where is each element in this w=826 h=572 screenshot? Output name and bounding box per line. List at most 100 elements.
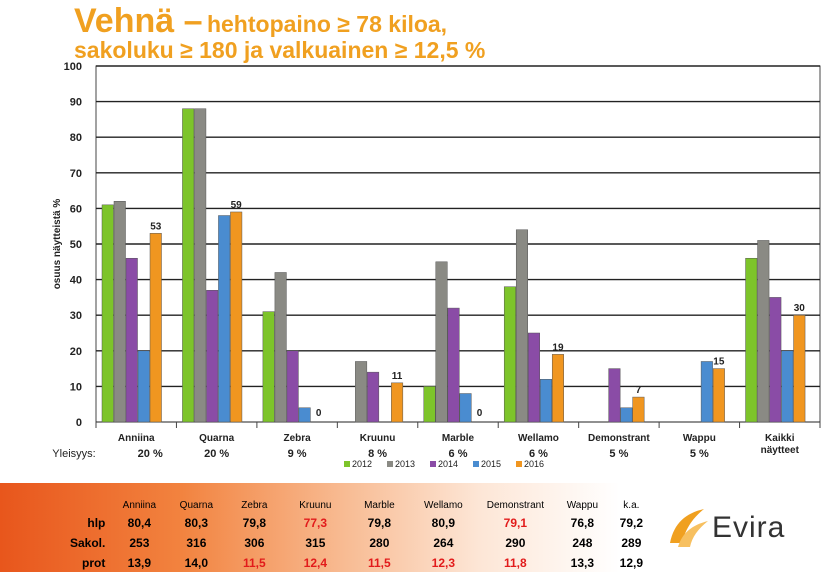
- x-tick-label: Wappu: [683, 433, 716, 444]
- table-row: prot 13,9 14,0 11,5 12,4 11,5 12,3 11,8 13,3 12,9: [70, 553, 653, 572]
- table-cell: 13,3: [570, 556, 595, 570]
- legend-swatch-2013: [387, 461, 393, 467]
- column-header: Marble: [364, 499, 395, 511]
- bar-2015: [459, 393, 472, 423]
- y-tick-label: 20: [70, 346, 82, 358]
- x-tick-label: Wellamo: [518, 433, 559, 444]
- share-value: 20 %: [204, 448, 229, 460]
- x-tick-label: Anniina: [118, 433, 155, 444]
- logo-text: Evira: [712, 511, 786, 544]
- legend-label: 2014: [438, 459, 458, 469]
- legend-swatch-2012: [344, 461, 350, 467]
- bar-2014: [206, 290, 219, 423]
- table-cell: 80,3: [184, 516, 209, 530]
- bar-2014: [447, 307, 460, 423]
- table-cell: 12,4: [303, 556, 328, 570]
- data-label: 53: [150, 221, 162, 232]
- table-cell: 80,9: [431, 516, 456, 530]
- bar-2013: [435, 261, 448, 423]
- share-value: 8 %: [368, 448, 387, 460]
- bar-2014: [608, 368, 621, 423]
- table-cell: 11,8: [504, 556, 527, 570]
- bar-2015: [218, 215, 231, 423]
- legend-swatch-2014: [430, 461, 436, 467]
- table-header-row: Anniina Quarna Zebra Kruunu Marble Wellamo Dem…: [70, 497, 653, 513]
- bar-2015: [298, 407, 311, 423]
- table-cell: 290: [505, 536, 526, 550]
- y-axis-label: osuus näytteistä %: [52, 199, 63, 290]
- bar-2012: [182, 108, 195, 423]
- y-tick-label: 10: [70, 381, 82, 393]
- table-cell: 79,2: [619, 516, 644, 530]
- table-row: hlp 80,4 80,3 79,8 77,3 79,8 80,9 79,1 76,8 79,2: [70, 513, 653, 533]
- share-value: 9 %: [288, 448, 307, 460]
- bar-2012: [423, 386, 436, 423]
- bar-2013: [274, 272, 287, 423]
- table-cell: 77,3: [303, 516, 328, 530]
- data-label: 0: [316, 408, 322, 419]
- bar-2013: [113, 201, 126, 423]
- evira-logo: Evira: [664, 503, 824, 563]
- bar-2013: [194, 108, 207, 423]
- data-label: 11: [392, 371, 403, 382]
- x-tick-label: näytteet: [761, 445, 800, 456]
- table-cell: 80,4: [127, 516, 152, 530]
- table-cell: 79,8: [367, 516, 392, 530]
- bar-2016: [793, 314, 806, 423]
- bar-2014: [286, 350, 299, 423]
- y-tick-label: 70: [70, 168, 82, 180]
- legend-label: 2015: [481, 459, 501, 469]
- bar-2015: [620, 407, 633, 423]
- table-cell: 315: [305, 536, 326, 550]
- x-tick-label: Marble: [442, 433, 475, 444]
- bar-2015: [539, 379, 552, 423]
- table-cell: 76,8: [570, 516, 595, 530]
- legend-label: 2013: [395, 459, 415, 469]
- bar-2015: [137, 350, 150, 423]
- table-cell: 306: [244, 536, 265, 550]
- bar-2016: [551, 354, 564, 423]
- share-value: 5 %: [690, 448, 709, 460]
- data-label: 7: [636, 385, 642, 396]
- column-header: Anniina: [122, 499, 157, 511]
- share-value: 6 %: [449, 448, 468, 460]
- title-main: Vehnä –: [74, 2, 203, 40]
- bar-2013: [757, 240, 770, 423]
- x-tick-label: Quarna: [199, 433, 234, 444]
- bar-2014: [527, 332, 540, 423]
- x-tick-label: Demonstrant: [588, 433, 650, 444]
- title-rest: hehtopaino ≥ 78 kiloa,: [206, 11, 448, 37]
- column-header: Quarna: [179, 499, 214, 511]
- bar-2013: [355, 361, 368, 423]
- slide-title: Vehnä – hehtopaino ≥ 78 kiloa,: [74, 2, 447, 41]
- summary-panel: Anniina Quarna Zebra Kruunu Marble Wellamo Dem…: [0, 483, 826, 572]
- row-label: prot: [82, 556, 106, 570]
- table-cell: 280: [369, 536, 390, 550]
- table-corner: [70, 497, 111, 513]
- legend-label: 2016: [524, 459, 544, 469]
- table-cell: 14,0: [184, 556, 209, 570]
- y-tick-label: 100: [64, 61, 82, 73]
- bar-2016: [391, 382, 404, 423]
- x-tick-label: Kaikki: [765, 433, 795, 444]
- bar-2014: [769, 297, 782, 423]
- share-value: 5 %: [609, 448, 628, 460]
- column-header: Kruunu: [299, 499, 332, 511]
- table-cell: 13,9: [127, 556, 152, 570]
- data-label: 15: [713, 357, 725, 368]
- column-header: k.a.: [623, 499, 640, 511]
- column-header: Wellamo: [424, 499, 463, 511]
- bar-2015: [700, 361, 713, 423]
- legend-swatch-2016: [516, 461, 522, 467]
- table-cell: 11,5: [243, 556, 266, 570]
- y-tick-label: 50: [70, 239, 82, 251]
- y-tick-label: 60: [70, 203, 82, 215]
- share-row-label: Yleisyys:: [52, 448, 95, 460]
- data-label: 19: [552, 342, 564, 353]
- table-cell: 248: [572, 536, 593, 550]
- bar-2012: [745, 257, 758, 423]
- row-label: Sakol.: [70, 536, 106, 550]
- bar-2012: [503, 286, 516, 423]
- table-cell: 79,8: [242, 516, 267, 530]
